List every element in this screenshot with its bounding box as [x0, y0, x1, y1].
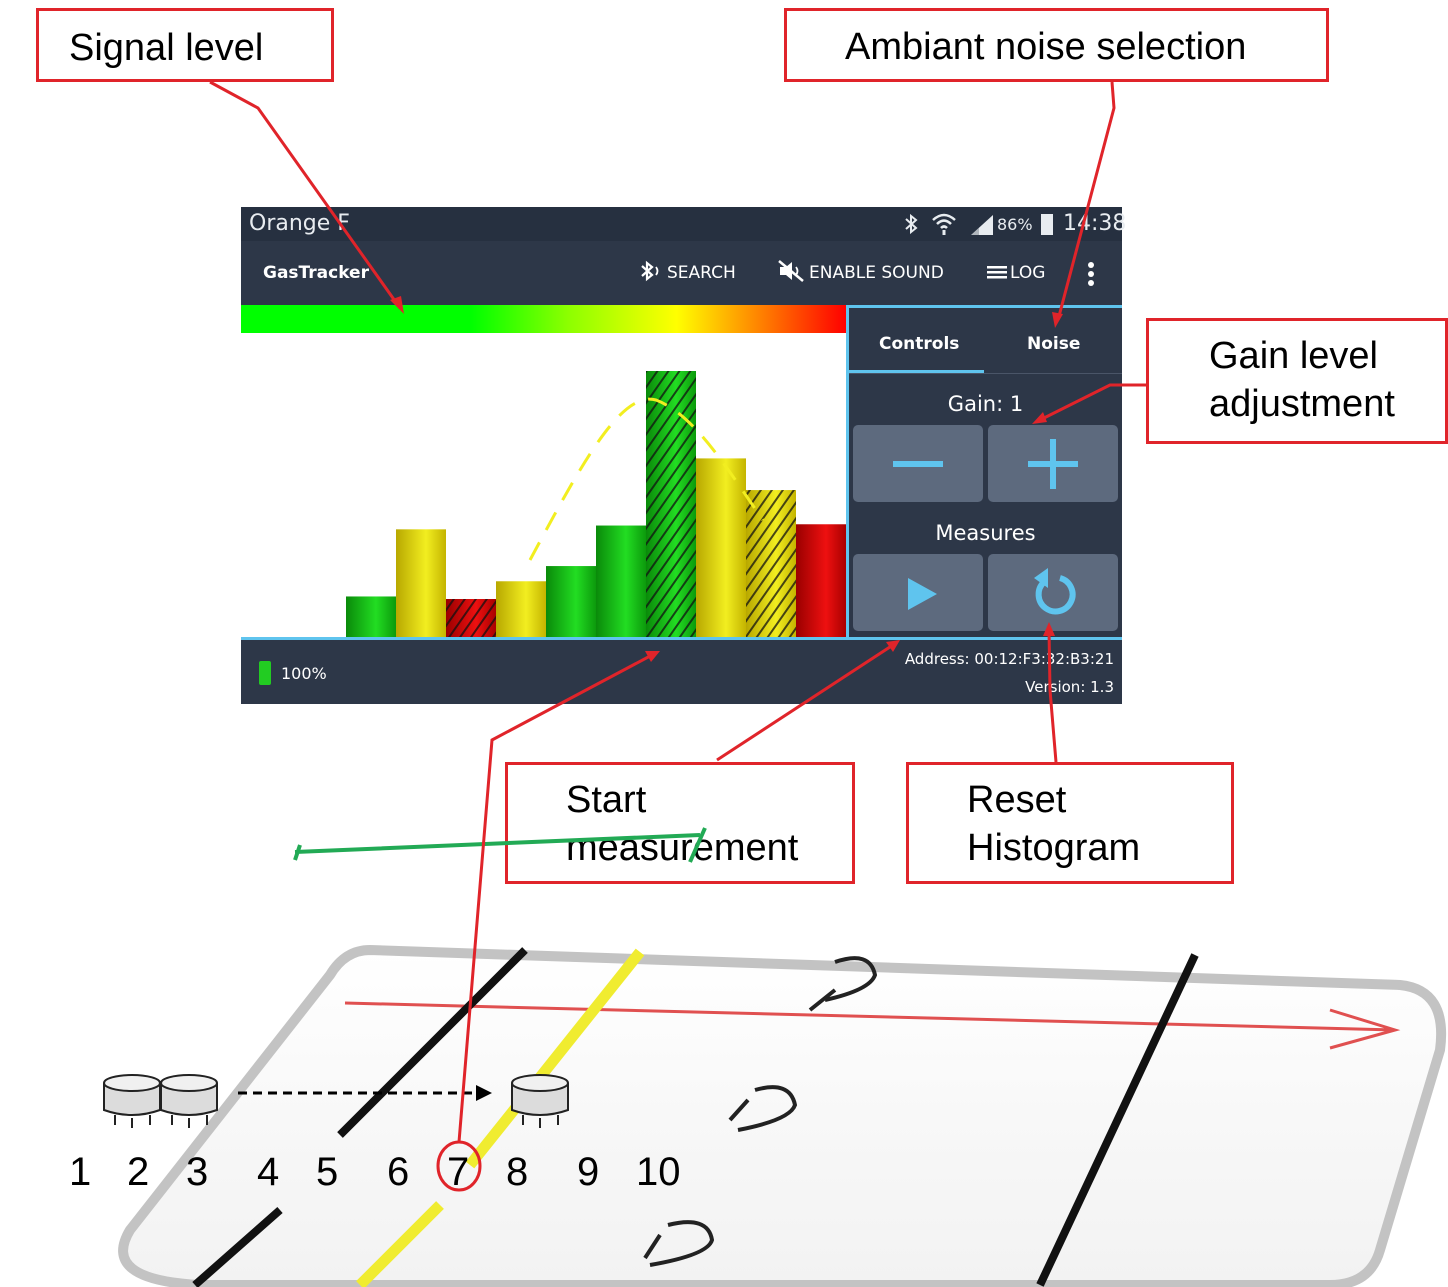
search-label: SEARCH	[667, 263, 736, 283]
app-screenshot: Orange F 86% 14:38 GasTracker SEARCH ENA…	[241, 207, 1126, 704]
minus-icon	[893, 461, 943, 467]
histogram-bar	[346, 596, 396, 637]
histogram-bar	[496, 581, 546, 637]
carrier-label: Orange F	[249, 211, 350, 236]
position-label: 2	[127, 1150, 150, 1194]
active-tab-indicator	[849, 370, 984, 373]
battery-icon	[1041, 214, 1053, 235]
callout-reset-histogram: Reset Histogram	[906, 762, 1234, 884]
status-bar: Orange F 86% 14:38	[241, 207, 1126, 241]
road-edge-right	[1036, 953, 1199, 1287]
device-battery-level: 100%	[281, 664, 327, 683]
road-marking-d1	[808, 956, 878, 1012]
wifi-icon	[931, 212, 957, 240]
signal-level-bar	[241, 305, 846, 333]
position-label: 5	[316, 1150, 339, 1194]
overflow-menu-icon[interactable]	[1087, 261, 1095, 291]
app-version: Version: 1.3	[1025, 678, 1114, 696]
enable-sound-button[interactable]: ENABLE SOUND	[777, 259, 952, 287]
plus-icon	[1028, 439, 1078, 489]
callout-start-measurement: Start measurement	[505, 762, 855, 884]
histogram-area	[241, 305, 846, 637]
position-label: 7	[447, 1150, 470, 1194]
callout-gain-level: Gain level adjustment	[1146, 318, 1448, 444]
road-centerline-yellow	[356, 948, 645, 1287]
histogram-bar-hatch	[446, 599, 496, 637]
sensor-move-arrowhead	[476, 1085, 492, 1101]
measurement-arrow-red	[344, 1001, 1401, 1050]
app-title: GasTracker	[263, 263, 369, 283]
position-label: 6	[387, 1150, 410, 1194]
histogram-bar-hatch	[746, 490, 796, 637]
callout-ambient-noise-text: Ambiant noise selection	[845, 26, 1247, 68]
enable-sound-label: ENABLE SOUND	[809, 263, 944, 283]
position-label: 8	[506, 1150, 529, 1194]
battery-percent: 86%	[997, 215, 1033, 234]
search-button[interactable]: SEARCH	[639, 259, 744, 287]
road-edge-left	[192, 947, 528, 1287]
sensor-3	[511, 1074, 569, 1128]
gaussian-fit-curve	[528, 397, 765, 561]
action-bar: GasTracker SEARCH ENABLE SOUND LOG	[241, 241, 1122, 305]
signal-icon	[971, 215, 993, 239]
callout-signal-level-text: Signal level	[69, 27, 264, 69]
histogram-bar	[596, 525, 646, 637]
histogram-bar-hatch	[646, 371, 696, 637]
callout-reset-histogram-text: Reset Histogram	[967, 779, 1141, 869]
start-measurement-button[interactable]	[853, 554, 983, 631]
device-battery-icon	[259, 661, 271, 685]
histogram-bar	[696, 458, 746, 637]
sensor-2	[160, 1074, 218, 1128]
reset-histogram-button[interactable]	[988, 554, 1118, 631]
histogram-bar	[546, 566, 596, 637]
measures-label: Measures	[935, 521, 1036, 545]
clock: 14:38	[1063, 211, 1127, 236]
position-label: 9	[577, 1150, 600, 1194]
log-list-icon	[987, 266, 1007, 279]
callout-start-measurement-text: Start measurement	[566, 779, 799, 869]
bottom-bar: 100% Address: 00:12:F3:32:B3:21 Version:…	[241, 637, 1122, 704]
histogram-chart	[346, 371, 846, 637]
side-panel: Controls Noise Gain: 1 Measures	[846, 305, 1122, 637]
road-marking-d3	[643, 1220, 715, 1267]
tab-divider	[849, 373, 1122, 374]
gain-decrease-button[interactable]	[853, 425, 983, 502]
sound-mute-icon	[778, 260, 804, 282]
reset-icon	[1034, 568, 1076, 615]
position-label: 1	[69, 1150, 92, 1194]
log-label: LOG	[1010, 263, 1046, 283]
position-label: 4	[257, 1150, 280, 1194]
tab-noise[interactable]: Noise	[1027, 334, 1081, 354]
histogram-bar	[396, 529, 446, 637]
play-icon	[908, 578, 937, 610]
position-label: 3	[186, 1150, 209, 1194]
callout-gain-level-text: Gain level adjustment	[1209, 335, 1395, 425]
gain-label: Gain: 1	[947, 392, 1024, 416]
road-surface	[118, 944, 1447, 1287]
callout-signal-level: Signal level	[36, 8, 334, 82]
road-marking-d2	[728, 1085, 798, 1132]
bluetooth-icon	[903, 213, 919, 239]
gain-increase-button[interactable]	[988, 425, 1118, 502]
bluetooth-search-icon	[641, 260, 659, 282]
histogram-bar	[796, 524, 846, 637]
position-label: 10	[636, 1150, 681, 1194]
sensor-1	[103, 1074, 161, 1128]
log-button[interactable]: LOG	[986, 259, 1052, 287]
device-address: Address: 00:12:F3:32:B3:21	[904, 650, 1114, 668]
tab-controls[interactable]: Controls	[879, 334, 960, 354]
callout-ambient-noise: Ambiant noise selection	[784, 8, 1329, 82]
